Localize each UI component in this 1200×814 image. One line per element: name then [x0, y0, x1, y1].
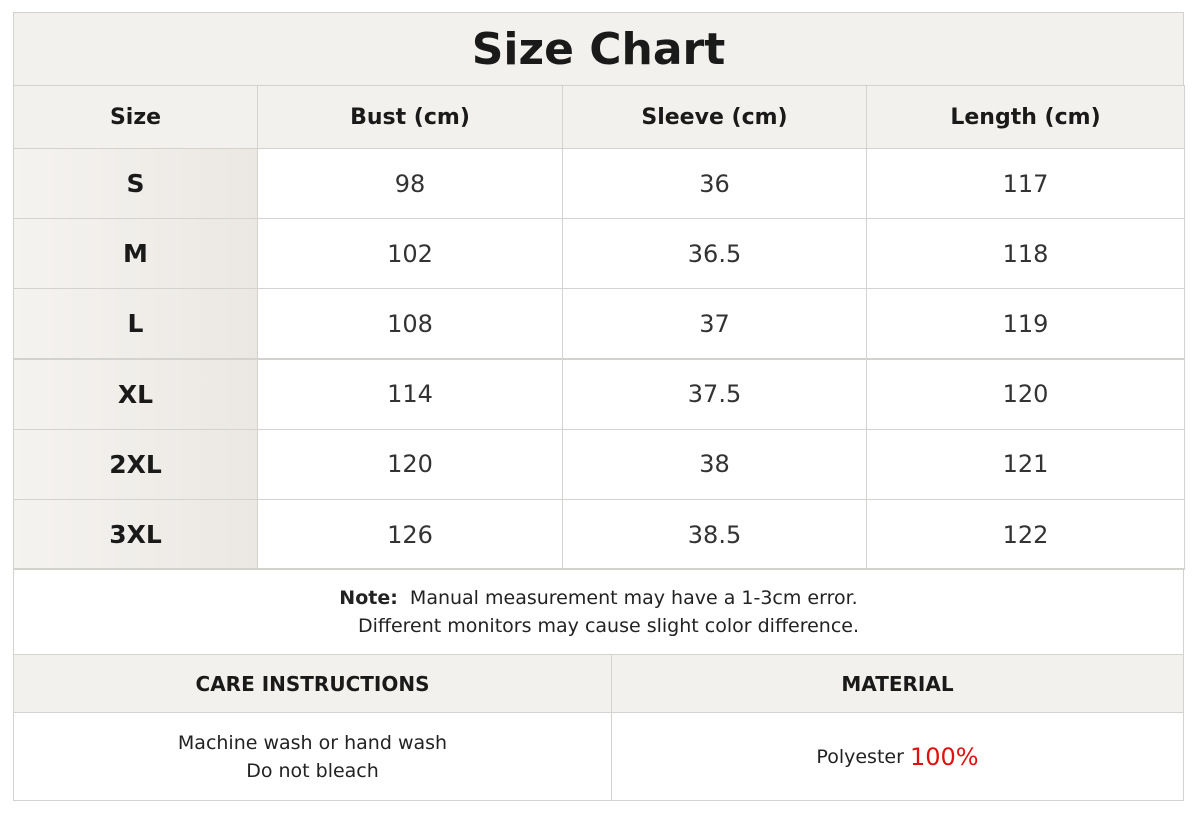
measure-cell: 122: [866, 499, 1185, 570]
size-label: S: [13, 148, 258, 219]
material-heading: MATERIAL: [611, 654, 1184, 713]
note-text: Different monitors may cause slight colo…: [357, 614, 860, 637]
note-line: Note: Manual measurement may have a 1-3c…: [339, 584, 857, 612]
measure-cell: 38: [562, 428, 867, 500]
measure-cell: 119: [866, 288, 1185, 360]
size-label: L: [13, 288, 258, 360]
size-label: 3XL: [13, 499, 258, 570]
measure-cell: 38.5: [562, 499, 867, 570]
measure-cell: 114: [257, 358, 563, 430]
measure-cell: 37: [562, 288, 867, 360]
size-label: M: [13, 218, 258, 290]
header-cell: Bust (cm): [257, 85, 563, 149]
care-line: Do not bleach: [246, 759, 379, 782]
material-body: Polyester 100%: [611, 712, 1184, 801]
header-cell: Size: [13, 85, 258, 149]
note-label: Note:: [339, 586, 398, 609]
care-body: Machine wash or hand wash Do not bleach: [13, 712, 612, 801]
measure-cell: 117: [866, 148, 1185, 219]
measure-cell: 98: [257, 148, 563, 219]
measure-cell: 108: [257, 288, 563, 360]
measure-cell: 36: [562, 148, 867, 219]
measure-cell: 126: [257, 499, 563, 570]
measure-cell: 121: [866, 428, 1185, 500]
measure-cell: 120: [257, 428, 563, 500]
header-cell: Length (cm): [866, 85, 1185, 149]
note: Note: Manual measurement may have a 1-3c…: [13, 568, 1184, 655]
size-label: 2XL: [13, 428, 258, 500]
measure-cell: 118: [866, 218, 1185, 290]
note-text: Manual measurement may have a 1-3cm erro…: [409, 586, 858, 609]
measure-cell: 37.5: [562, 358, 867, 430]
material-amount: 100%: [909, 742, 979, 771]
header-cell: Sleeve (cm): [562, 85, 867, 149]
measure-cell: 36.5: [562, 218, 867, 290]
title: Size Chart: [13, 12, 1184, 86]
care-line: Machine wash or hand wash: [177, 731, 448, 754]
measure-cell: 102: [257, 218, 563, 290]
material-name: Polyester: [816, 745, 904, 768]
size-label: XL: [13, 358, 258, 430]
care-heading: CARE INSTRUCTIONS: [13, 654, 612, 713]
measure-cell: 120: [866, 358, 1185, 430]
